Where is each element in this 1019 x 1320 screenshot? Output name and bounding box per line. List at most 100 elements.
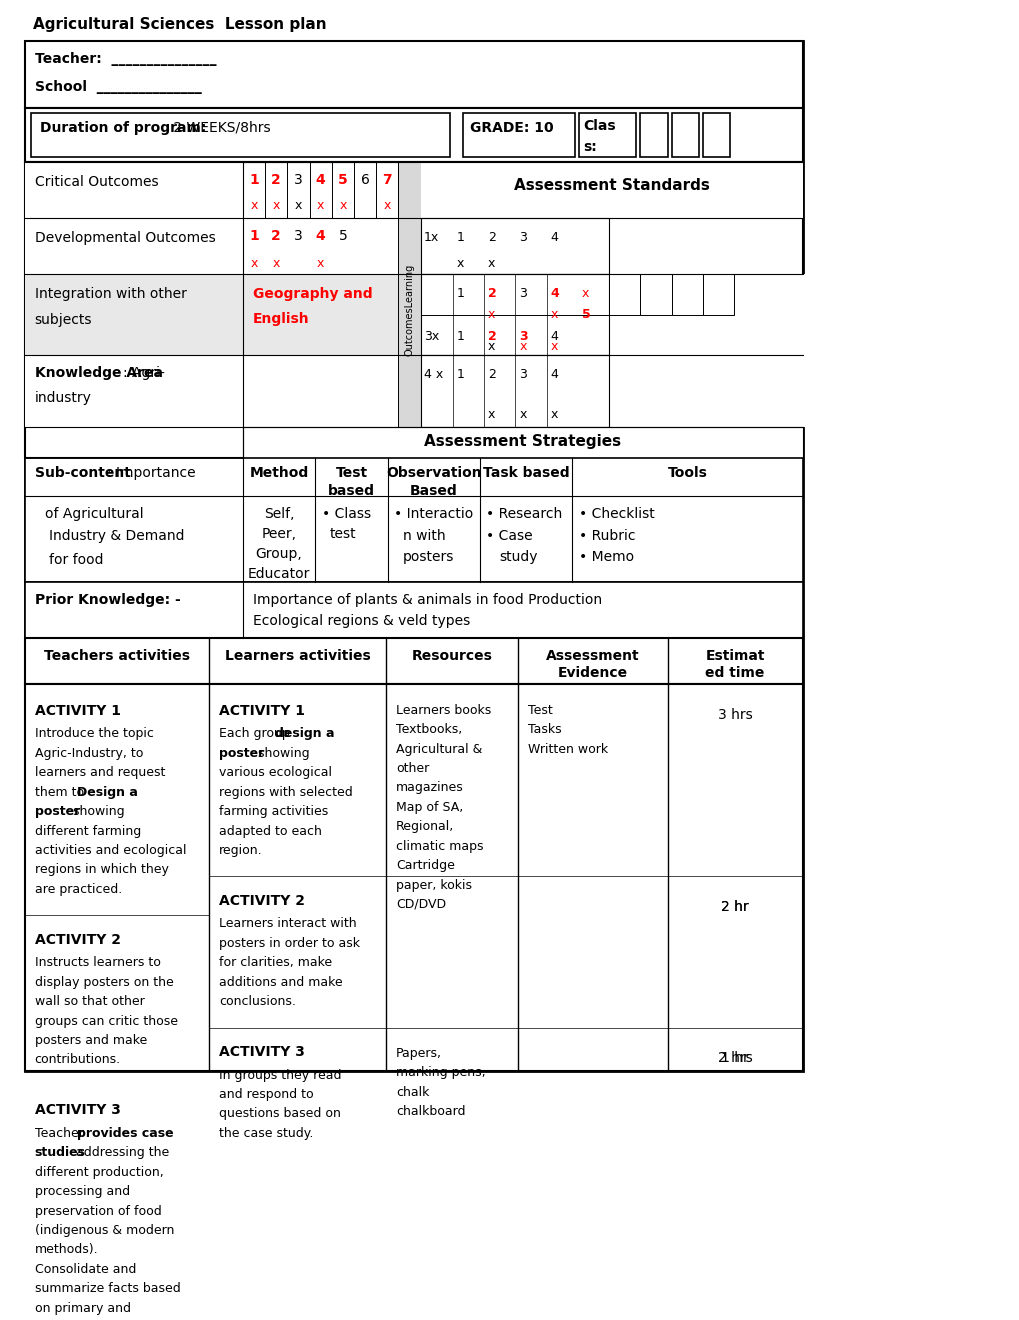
Text: 1: 1 [249, 228, 259, 243]
Text: x: x [488, 408, 495, 421]
Text: Task based: Task based [482, 466, 569, 480]
Bar [421, 218, 608, 275]
Text: In groups they read: In groups they read [219, 1068, 341, 1081]
Text: Cartridge: Cartridge [395, 859, 454, 873]
Text: Clas: Clas [583, 119, 615, 133]
Text: x: x [457, 257, 464, 269]
Text: 2 WEEKS/8hrs: 2 WEEKS/8hrs [168, 121, 270, 135]
Text: 4: 4 [550, 330, 558, 343]
Text: Critical Outcomes: Critical Outcomes [35, 174, 158, 189]
Text: x: x [383, 198, 390, 211]
Bar [640, 114, 666, 157]
Bar [24, 458, 802, 582]
Text: magazines: magazines [395, 781, 464, 795]
Text: x: x [317, 257, 324, 269]
Text: x: x [339, 198, 346, 211]
Text: : Agri-: : Agri- [122, 366, 164, 380]
Text: 1: 1 [457, 231, 465, 244]
Bar [24, 162, 243, 218]
Text: chalk: chalk [395, 1086, 429, 1098]
Text: Agric-Industry, to: Agric-Industry, to [35, 747, 143, 760]
Text: Written work: Written work [527, 743, 607, 755]
Text: Map of SA,: Map of SA, [395, 801, 463, 814]
Text: x: x [519, 408, 526, 421]
Bar [32, 114, 449, 157]
Text: 1 hr: 1 hr [720, 1051, 748, 1065]
Text: industry: industry [35, 391, 92, 405]
Text: ACTIVITY 3: ACTIVITY 3 [35, 1104, 120, 1117]
Text: Teachers activities: Teachers activities [44, 648, 190, 663]
Text: 4 x: 4 x [424, 368, 442, 381]
Text: questions based on: questions based on [219, 1107, 340, 1121]
Text: 5: 5 [338, 228, 346, 243]
Text: Each group: Each group [219, 727, 293, 741]
Text: 6: 6 [361, 173, 369, 186]
Text: Prior Knowledge: -: Prior Knowledge: - [35, 593, 180, 607]
Text: CD/DVD: CD/DVD [395, 898, 445, 911]
Bar [24, 355, 243, 428]
Text: 1: 1 [457, 368, 465, 381]
Text: 3 hrs: 3 hrs [717, 708, 752, 722]
Text: Evidence: Evidence [557, 667, 627, 680]
Text: • Interactio: • Interactio [394, 507, 473, 521]
Text: OutcomesLearning: OutcomesLearning [405, 264, 415, 356]
Text: • Checklist: • Checklist [578, 507, 654, 521]
Text: Test: Test [335, 466, 367, 480]
Text: x: x [550, 408, 557, 421]
Text: GRADE: 10: GRADE: 10 [470, 121, 553, 135]
Bar [608, 275, 640, 314]
Text: showing: showing [254, 747, 309, 760]
Text: Learners interact with: Learners interact with [219, 917, 357, 931]
Text: 2: 2 [488, 368, 495, 381]
Text: conclusions.: conclusions. [219, 995, 296, 1008]
Text: Peer,: Peer, [261, 527, 297, 541]
Text: poster: poster [35, 805, 79, 818]
Text: Consolidate and: Consolidate and [35, 1263, 136, 1276]
Text: them to: them to [35, 785, 88, 799]
Text: Based: Based [410, 483, 458, 498]
Text: 4: 4 [550, 368, 558, 381]
Text: design a: design a [275, 727, 334, 741]
Text: x: x [488, 308, 495, 321]
Text: and respond to: and respond to [219, 1088, 313, 1101]
Text: various ecological: various ecological [219, 767, 331, 779]
Text: : Importance: : Importance [107, 466, 196, 480]
Text: 3: 3 [293, 228, 303, 243]
Bar [421, 275, 608, 355]
Text: x: x [250, 198, 258, 211]
Text: 4: 4 [316, 173, 325, 186]
Text: Assessment Standards: Assessment Standards [514, 178, 709, 193]
Text: 1x: 1x [424, 231, 439, 244]
Text: 4: 4 [550, 288, 558, 300]
Text: 3: 3 [519, 288, 527, 300]
Text: are practiced.: are practiced. [35, 883, 121, 896]
Text: 1: 1 [457, 330, 465, 343]
Text: Industry & Demand: Industry & Demand [49, 529, 184, 543]
Text: Integration with other: Integration with other [35, 288, 186, 301]
Text: groups can critic those: groups can critic those [35, 1015, 177, 1027]
Text: Papers,: Papers, [395, 1047, 441, 1060]
Text: adapted to each: adapted to each [219, 825, 322, 838]
Text: Agricultural &: Agricultural & [395, 743, 482, 755]
Text: different production,: different production, [35, 1166, 163, 1179]
Text: Resources: Resources [411, 648, 492, 663]
Text: • Memo: • Memo [578, 550, 633, 565]
Text: Textbooks,: Textbooks, [395, 723, 462, 737]
Text: 2 hr: 2 hr [720, 900, 748, 915]
Bar [421, 275, 1019, 428]
Text: Importance of plants & animals in food Production: Importance of plants & animals in food P… [253, 593, 601, 607]
Text: of Agricultural: of Agricultural [45, 507, 144, 521]
Text: n with: n with [403, 529, 444, 543]
Text: Educator: Educator [248, 566, 310, 581]
Text: activities and ecological: activities and ecological [35, 843, 185, 857]
Text: Duration of program:: Duration of program: [40, 121, 206, 135]
Text: regions in which they: regions in which they [35, 863, 168, 876]
Text: • Research: • Research [486, 507, 562, 521]
Text: x: x [550, 341, 557, 352]
Text: 2: 2 [271, 228, 281, 243]
Text: Sub-content: Sub-content [35, 466, 130, 480]
Text: Regional,: Regional, [395, 820, 453, 833]
Text: poster: poster [219, 747, 264, 760]
Text: different farming: different farming [35, 825, 141, 838]
Text: x: x [550, 308, 557, 321]
